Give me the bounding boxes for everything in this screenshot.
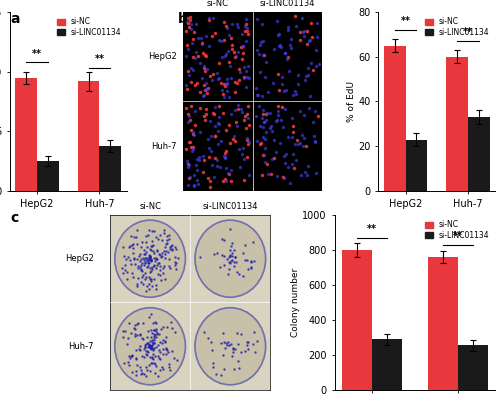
- Circle shape: [195, 220, 266, 297]
- Text: **: **: [452, 231, 462, 241]
- Bar: [468, 117, 489, 191]
- Bar: [100, 146, 122, 191]
- Bar: [428, 257, 458, 390]
- Bar: [406, 140, 427, 191]
- Text: **: **: [367, 224, 377, 234]
- Bar: [37, 161, 59, 191]
- Text: HepG2: HepG2: [65, 254, 94, 263]
- Text: c: c: [10, 211, 18, 225]
- Bar: [458, 345, 488, 390]
- Bar: [78, 81, 100, 191]
- Text: b: b: [178, 12, 188, 26]
- Text: si-LINC01134: si-LINC01134: [202, 203, 258, 211]
- Text: **: **: [463, 27, 473, 37]
- Text: Huh-7: Huh-7: [152, 142, 177, 151]
- Bar: [446, 57, 468, 191]
- Text: si-NC: si-NC: [139, 203, 161, 211]
- Text: **: **: [400, 16, 410, 26]
- Text: si-NC: si-NC: [206, 0, 229, 8]
- Legend: si-NC, si-LINC01134: si-NC, si-LINC01134: [56, 16, 123, 38]
- Circle shape: [115, 220, 186, 297]
- Bar: [342, 250, 372, 390]
- Y-axis label: Colony number: Colony number: [290, 268, 300, 337]
- Circle shape: [195, 308, 266, 385]
- Text: **: **: [32, 49, 42, 59]
- Legend: si-NC, si-LINC01134: si-NC, si-LINC01134: [424, 16, 491, 38]
- Legend: si-NC, si-LINC01134: si-NC, si-LINC01134: [424, 219, 491, 241]
- Bar: [16, 78, 37, 191]
- Text: a: a: [10, 12, 20, 26]
- Bar: [384, 45, 406, 191]
- Text: **: **: [94, 55, 104, 64]
- Bar: [372, 339, 402, 390]
- Text: Huh-7: Huh-7: [68, 342, 94, 351]
- Y-axis label: % of EdU: % of EdU: [346, 81, 356, 122]
- Text: si-LINC01134: si-LINC01134: [260, 0, 315, 8]
- Circle shape: [115, 308, 186, 385]
- Text: HepG2: HepG2: [148, 52, 177, 61]
